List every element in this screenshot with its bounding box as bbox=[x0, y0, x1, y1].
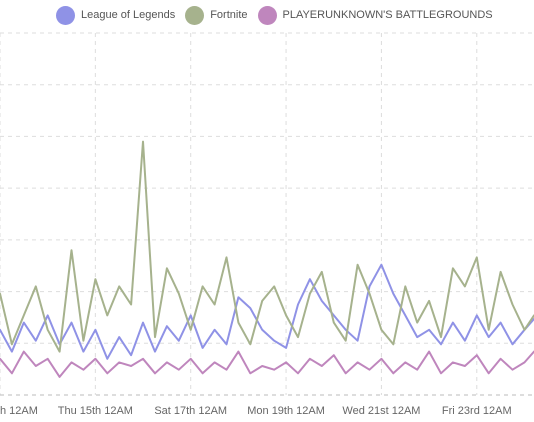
x-tick-label: Thu 15th 12AM bbox=[58, 405, 133, 417]
chart-legend: League of Legends Fortnite PLAYERUNKNOWN… bbox=[56, 4, 493, 26]
series-line-1 bbox=[0, 140, 534, 353]
x-tick-label: Mon 19th 12AM bbox=[247, 405, 325, 417]
series-line-2 bbox=[0, 350, 534, 378]
legend-label-pubg: PLAYERUNKNOWN'S BATTLEGROUNDS bbox=[282, 9, 493, 21]
legend-item-fortnite[interactable]: Fortnite bbox=[185, 5, 248, 25]
series-line-0 bbox=[0, 263, 534, 360]
legend-item-league-of-legends[interactable]: League of Legends bbox=[56, 5, 176, 25]
x-tick-label: Fri 23rd 12AM bbox=[442, 405, 512, 417]
legend-swatch-league-of-legends bbox=[56, 5, 75, 25]
x-tick-label: Wed 21st 12AM bbox=[342, 405, 420, 417]
x-tick-label: h 12AM bbox=[0, 405, 38, 417]
legend-swatch-pubg bbox=[257, 5, 277, 25]
legend-label-league-of-legends: League of Legends bbox=[81, 9, 176, 21]
legend-item-pubg[interactable]: PLAYERUNKNOWN'S BATTLEGROUNDS bbox=[257, 5, 493, 25]
legend-swatch-fortnite bbox=[185, 5, 205, 25]
legend-label-fortnite: Fortnite bbox=[210, 9, 248, 21]
x-tick-label: Sat 17th 12AM bbox=[154, 405, 227, 417]
